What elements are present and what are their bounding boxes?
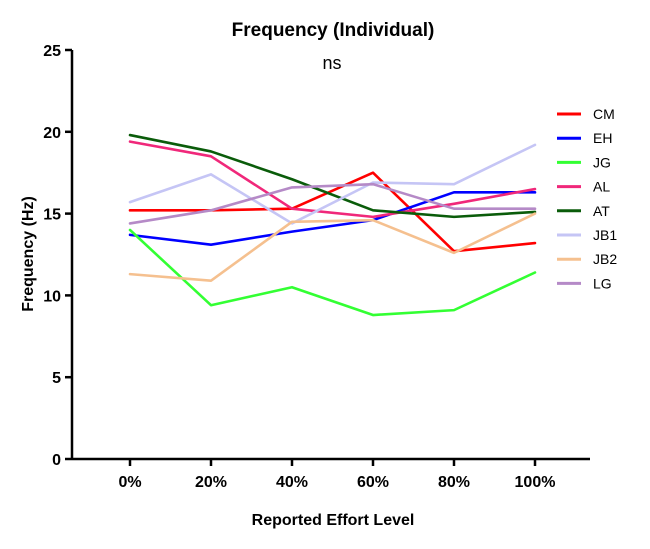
series-line-cm bbox=[128, 171, 537, 253]
x-tick-label: 40% bbox=[276, 474, 308, 491]
y-tick-label: 0 bbox=[52, 452, 61, 469]
x-tick-label: 80% bbox=[438, 474, 470, 491]
legend-label-at: AT bbox=[593, 203, 610, 219]
x-axis-label: Reported Effort Level bbox=[252, 512, 415, 529]
legend-label-jb1: JB1 bbox=[593, 227, 617, 243]
y-axis-label: Frequency (Hz) bbox=[20, 196, 37, 312]
series-line-jb1 bbox=[128, 143, 537, 225]
legend-label-jg: JG bbox=[593, 154, 611, 170]
plot-area bbox=[128, 133, 537, 317]
series-line-lg bbox=[128, 182, 537, 225]
legend-label-jb2: JB2 bbox=[593, 251, 617, 267]
series-line-eh bbox=[128, 191, 537, 246]
x-tick-label: 20% bbox=[195, 474, 227, 491]
axes: 0 5 10 15 20 25 0% 20% 40% 60% 80% 100% bbox=[43, 43, 590, 491]
legend-label-lg: LG bbox=[593, 275, 612, 291]
significance-annotation: ns bbox=[322, 53, 341, 73]
y-tick-label: 15 bbox=[43, 207, 61, 224]
y-tick-label: 25 bbox=[43, 43, 61, 60]
legend-label-cm: CM bbox=[593, 106, 615, 122]
x-tick-label: 0% bbox=[118, 474, 141, 491]
series-line-al bbox=[128, 140, 537, 219]
chart-title: Frequency (Individual) bbox=[232, 20, 435, 41]
series-line-at bbox=[128, 133, 537, 219]
y-tick-label: 5 bbox=[52, 370, 61, 387]
legend-label-eh: EH bbox=[593, 130, 612, 146]
y-tick-label: 20 bbox=[43, 125, 61, 142]
series-line-jb2 bbox=[128, 212, 537, 282]
y-tick-label: 10 bbox=[43, 288, 61, 305]
x-tick-label: 60% bbox=[357, 474, 389, 491]
series-line-jg bbox=[128, 228, 537, 317]
x-tick-label: 100% bbox=[515, 474, 556, 491]
legend-label-al: AL bbox=[593, 179, 610, 195]
legend: CM EH JG AL AT JB1 JB2 LG bbox=[557, 106, 617, 291]
